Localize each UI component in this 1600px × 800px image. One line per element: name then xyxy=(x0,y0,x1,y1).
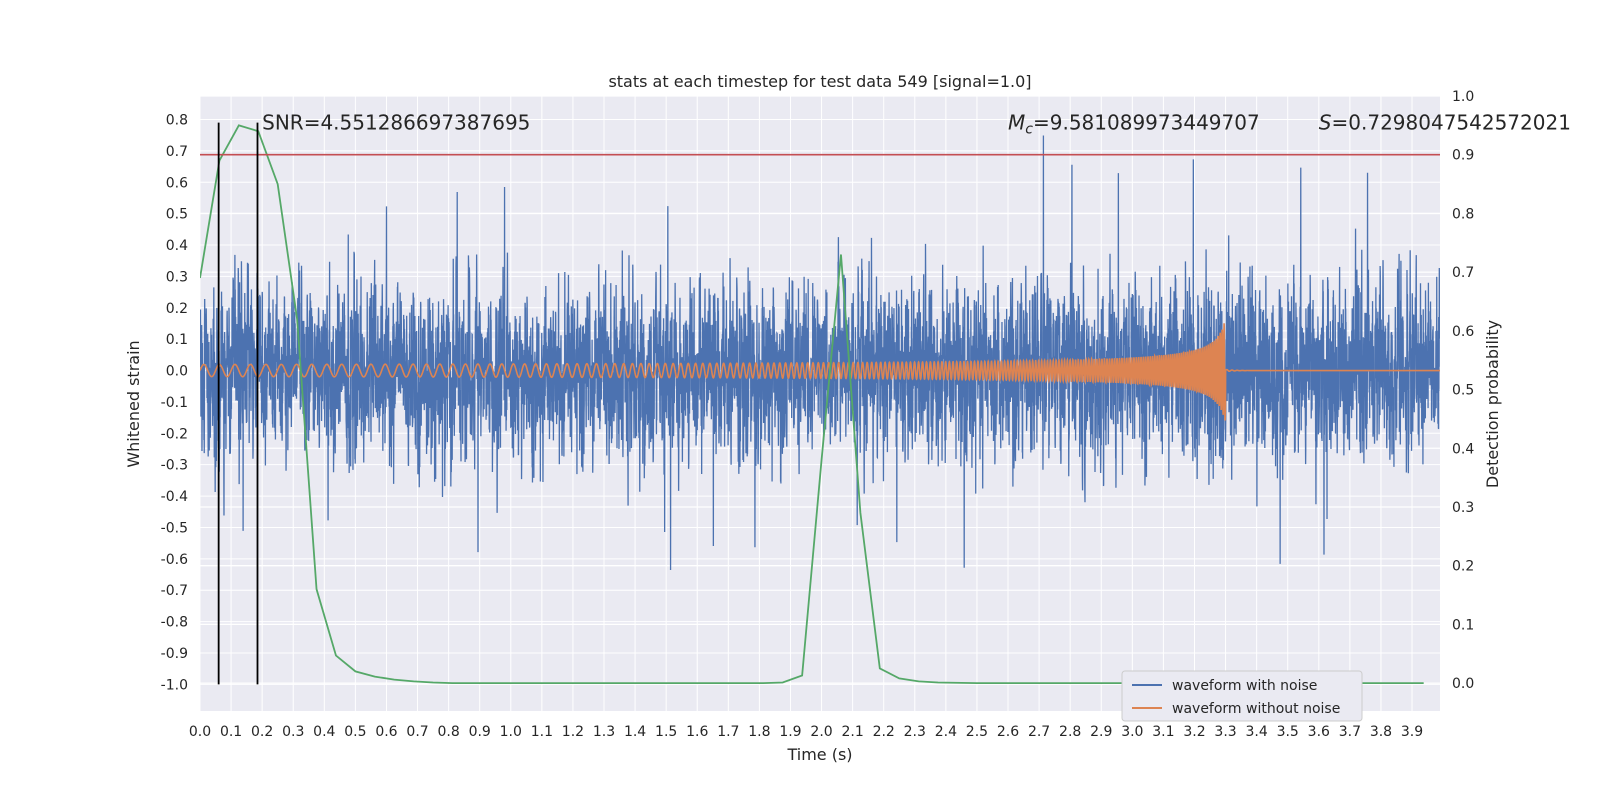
x-tick-label: 0.1 xyxy=(220,724,242,740)
annotation-0: SNR=4.551286697387695 xyxy=(262,111,530,135)
x-tick-label: 0.6 xyxy=(375,724,397,740)
x-tick-label: 0.3 xyxy=(282,724,304,740)
series-detection-probability xyxy=(200,124,1424,685)
x-tick-label: 0.2 xyxy=(251,724,273,740)
series-waveform-without-noise xyxy=(200,323,1440,421)
y2-tick-label: 0.2 xyxy=(1452,559,1474,575)
y-tick-label: 0.0 xyxy=(166,364,188,380)
x-tick-label: 1.9 xyxy=(779,724,801,740)
y-tick-label: -0.7 xyxy=(161,583,188,599)
y2-tick-label: 0.4 xyxy=(1452,441,1474,457)
series-waveform-with-noise xyxy=(200,135,1440,571)
x-tick-label: 2.0 xyxy=(810,724,832,740)
y-tick-label: 0.7 xyxy=(166,144,188,160)
annotations: SNR=4.551286697387695 Mc=9.58108997344970… xyxy=(262,111,1571,138)
series-layer xyxy=(200,122,1440,685)
y2-tick-label: 0.1 xyxy=(1452,617,1474,633)
y-tick-label: -0.3 xyxy=(161,458,188,474)
y-tick-label: -0.9 xyxy=(161,646,188,662)
x-tick-label: 2.1 xyxy=(841,724,863,740)
x-tick-label: 2.8 xyxy=(1059,724,1081,740)
x-tick-label: 1.1 xyxy=(531,724,553,740)
x-tick-label: 0.4 xyxy=(313,724,335,740)
y2-tick-label: 0.8 xyxy=(1452,206,1474,222)
x-tick-label: 1.6 xyxy=(686,724,708,740)
x-tick-label: 1.0 xyxy=(500,724,522,740)
y2-axis-label: Detection probability xyxy=(1483,320,1502,488)
annotation-2: S=0.7298047542572021 xyxy=(1319,111,1571,135)
y2-tick-label: 0.5 xyxy=(1452,383,1474,399)
y2-tick-label: 0.6 xyxy=(1452,324,1474,340)
y-tick-label: -0.4 xyxy=(161,489,188,505)
x-tick-label: 2.9 xyxy=(1090,724,1112,740)
x-tick-label: 3.1 xyxy=(1152,724,1174,740)
x-tick-label: 2.7 xyxy=(1028,724,1050,740)
y-tick-label: 0.3 xyxy=(166,269,188,285)
x-tick-label: 2.2 xyxy=(873,724,895,740)
x-tick-label: 1.3 xyxy=(593,724,615,740)
legend-entry-noise: waveform with noise xyxy=(1172,678,1317,694)
x-tick-label: 1.4 xyxy=(624,724,646,740)
annotation-1: Mc=9.581089973449707 xyxy=(1008,111,1260,138)
y-tick-label: 0.6 xyxy=(166,175,188,191)
x-tick-label: 0.9 xyxy=(469,724,491,740)
chart-title: stats at each timestep for test data 549… xyxy=(608,72,1031,91)
y-tick-label: -0.6 xyxy=(161,552,188,568)
x-tick-label: 2.4 xyxy=(935,724,957,740)
x-axis-label: Time (s) xyxy=(786,745,852,764)
y-tick-label: -0.8 xyxy=(161,615,188,631)
x-tick-label: 3.8 xyxy=(1370,724,1392,740)
y2-tick-label: 0.7 xyxy=(1452,265,1474,281)
y2-tick-label: 0.3 xyxy=(1452,500,1474,516)
x-tick-label: 1.7 xyxy=(717,724,739,740)
x-tick-label: 3.2 xyxy=(1183,724,1205,740)
y-tick-label: 0.4 xyxy=(166,238,188,254)
x-tick-label: 0.8 xyxy=(437,724,459,740)
y-tick-label: 0.8 xyxy=(166,113,188,129)
x-tick-label: 3.7 xyxy=(1339,724,1361,740)
x-tick-label: 3.5 xyxy=(1277,724,1299,740)
y2-tick-label: 0.0 xyxy=(1452,676,1474,692)
y-axis-label: Whitened strain xyxy=(124,340,143,467)
x-tick-label: 2.5 xyxy=(966,724,988,740)
y2-tick-label: 1.0 xyxy=(1452,89,1474,105)
x-tick-label: 3.3 xyxy=(1214,724,1236,740)
x-tick-label: 2.3 xyxy=(904,724,926,740)
y-tick-label: 0.2 xyxy=(166,301,188,317)
x-tick-label: 2.6 xyxy=(997,724,1019,740)
y-tick-label: 0.5 xyxy=(166,207,188,223)
ticks: 0.0 0.1 0.2 0.3 0.4 0.5 0.6 0.7 0.8 0.9 1.0 1.1 1.2 1… xyxy=(161,89,1475,740)
x-tick-label: 1.5 xyxy=(655,724,677,740)
y-tick-label: -1.0 xyxy=(161,677,188,693)
x-tick-label: 1.8 xyxy=(748,724,770,740)
x-tick-label: 3.4 xyxy=(1246,724,1268,740)
x-tick-label: 3.9 xyxy=(1401,724,1423,740)
x-tick-label: 0.7 xyxy=(406,724,428,740)
y-tick-label: -0.2 xyxy=(161,426,188,442)
x-tick-label: 1.2 xyxy=(562,724,584,740)
x-tick-label: 0.5 xyxy=(344,724,366,740)
legend-entry-clean: waveform without noise xyxy=(1172,701,1340,717)
y-tick-label: -0.5 xyxy=(161,520,188,536)
x-tick-label: 0.0 xyxy=(189,724,211,740)
x-tick-label: 3.6 xyxy=(1308,724,1330,740)
y2-tick-label: 0.9 xyxy=(1452,148,1474,164)
x-tick-label: 3.0 xyxy=(1121,724,1143,740)
legend: waveform with noise waveform without noi… xyxy=(1121,670,1363,722)
legend-box xyxy=(1121,670,1363,722)
y-tick-label: -0.1 xyxy=(161,395,188,411)
y-tick-label: 0.1 xyxy=(166,332,188,348)
